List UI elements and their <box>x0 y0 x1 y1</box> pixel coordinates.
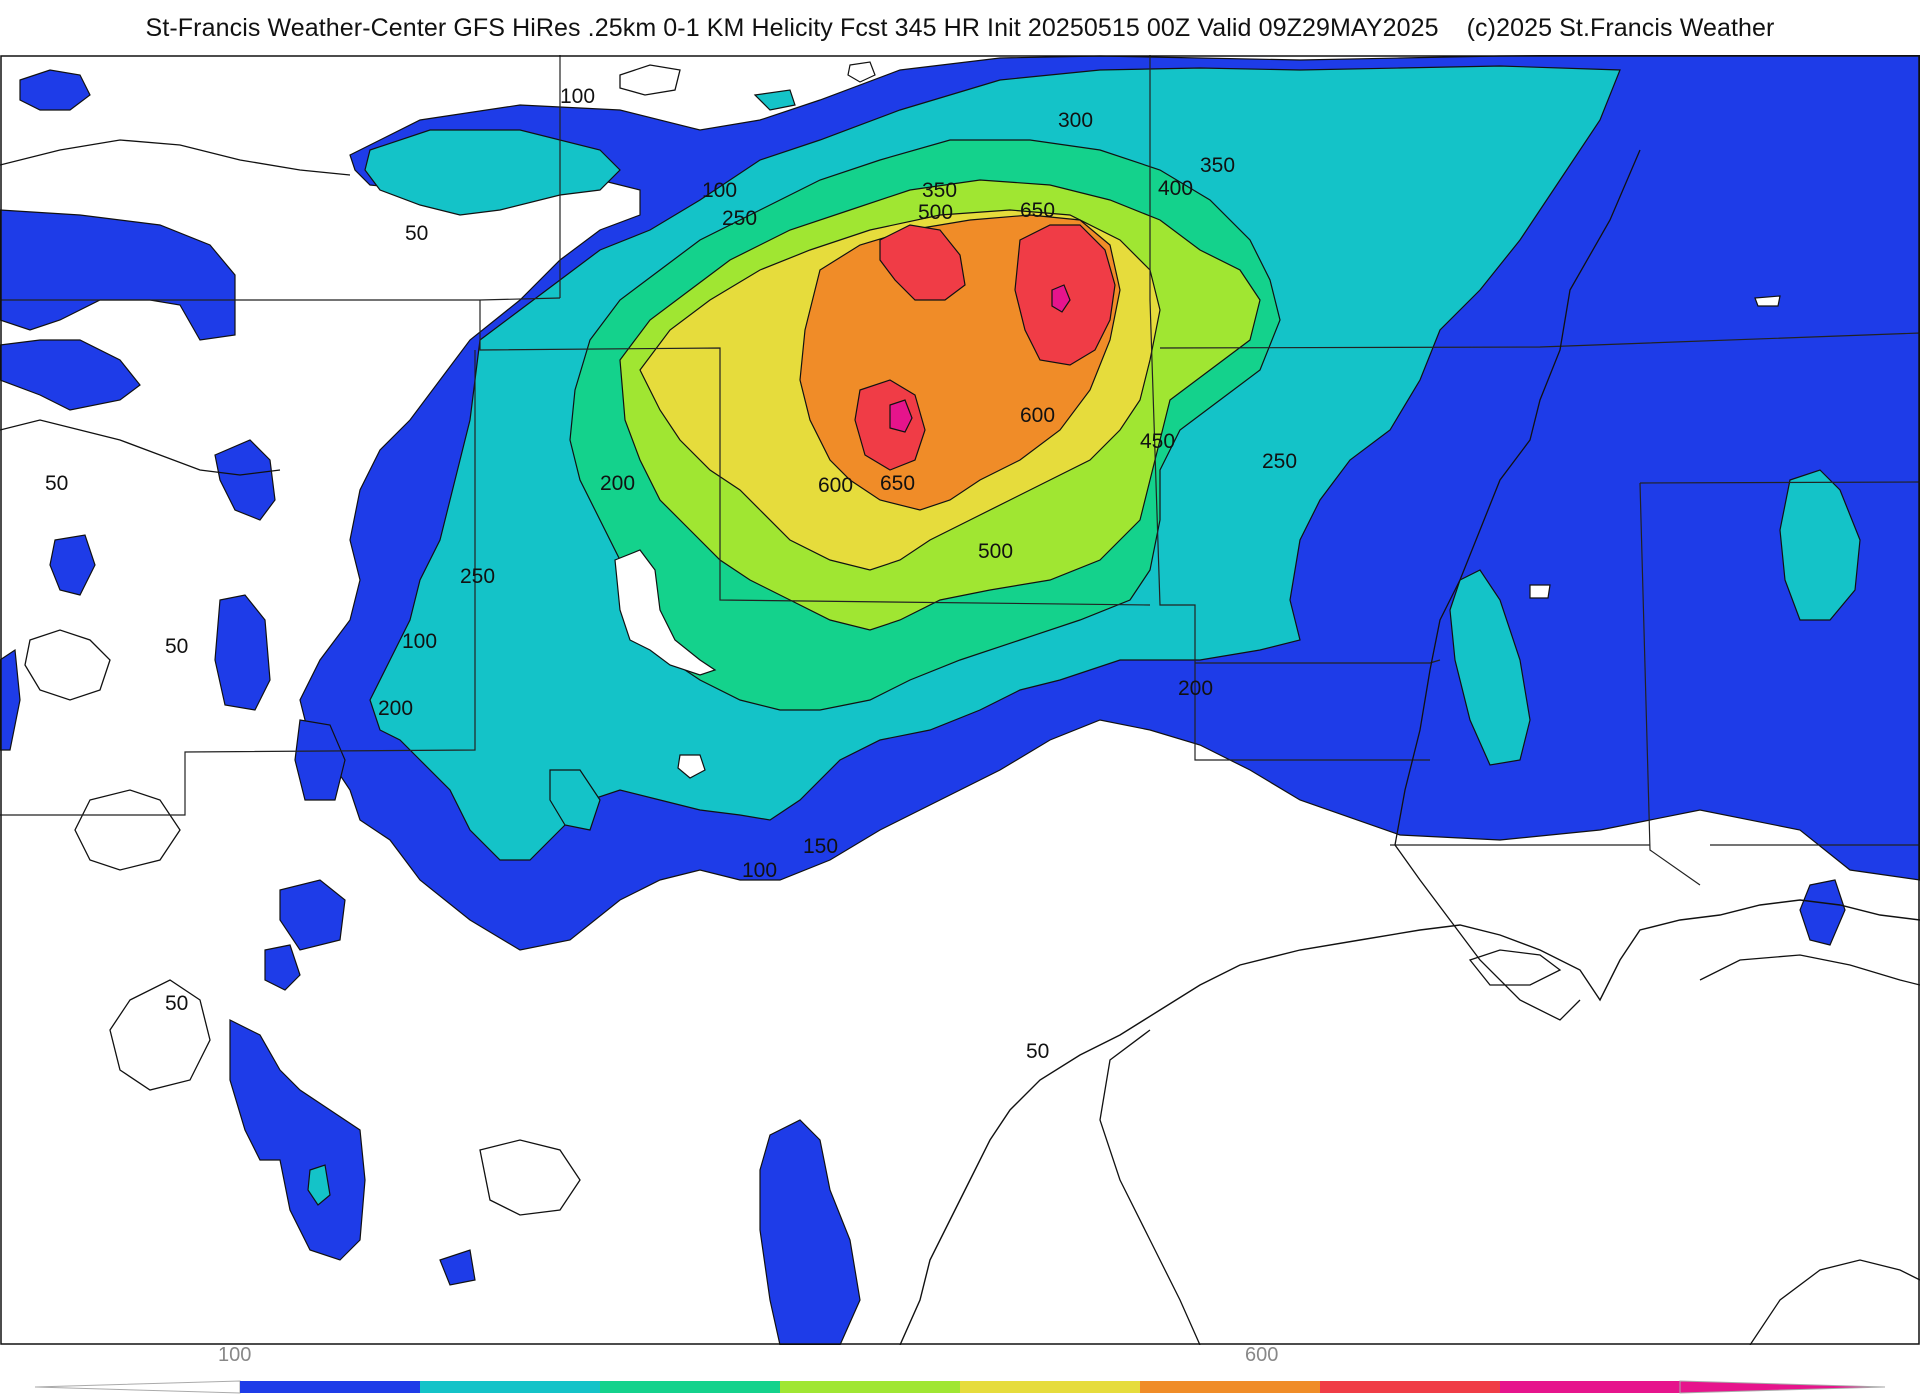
contour-label: 50 <box>165 992 188 1015</box>
colorbar-low-arrow <box>35 1381 240 1393</box>
contour-label: 250 <box>722 207 757 230</box>
colorbar-segment <box>1320 1381 1501 1393</box>
contour-label: 650 <box>880 472 915 495</box>
contour-label: 50 <box>1026 1040 1049 1063</box>
contour-label: 50 <box>45 472 68 495</box>
colorbar-segment <box>1500 1381 1681 1393</box>
contour-label: 200 <box>378 697 413 720</box>
contour-label: 100 <box>560 85 595 108</box>
contour-label: 100 <box>402 630 437 653</box>
colorbar-segment <box>240 1381 421 1393</box>
colorbar-segment <box>1140 1381 1321 1393</box>
contour-label: 600 <box>818 474 853 497</box>
contour-label: 650 <box>1020 199 1055 222</box>
contour-label: 100 <box>742 859 777 882</box>
helicity-map: 100 50 100 250 300 350 350 500 650 400 5… <box>0 55 1920 1345</box>
colorbar-segment <box>960 1381 1141 1393</box>
colorbar-high-arrow <box>1680 1381 1885 1393</box>
contour-label: 150 <box>803 835 838 858</box>
contour-label: 350 <box>1200 154 1235 177</box>
colorbar <box>0 1345 1920 1400</box>
contour-label: 500 <box>918 201 953 224</box>
colorbar-segment <box>600 1381 781 1393</box>
colorbar-segment <box>780 1381 961 1393</box>
contour-label: 250 <box>460 565 495 588</box>
contour-label: 500 <box>978 540 1013 563</box>
contour-label: 200 <box>1178 677 1213 700</box>
copyright-text: (c)2025 St.Francis Weather <box>1467 14 1775 42</box>
contour-label: 450 <box>1140 430 1175 453</box>
map-title: St-Francis Weather-Center GFS HiRes .25k… <box>0 14 1920 43</box>
contour-label: 400 <box>1158 177 1193 200</box>
colorbar-segment <box>420 1381 601 1393</box>
contour-label: 50 <box>165 635 188 658</box>
contour-label: 600 <box>1020 404 1055 427</box>
contour-label: 300 <box>1058 109 1093 132</box>
contour-label: 50 <box>405 222 428 245</box>
contour-label: 250 <box>1262 450 1297 473</box>
contour-label: 350 <box>922 179 957 202</box>
title-text: St-Francis Weather-Center GFS HiRes .25k… <box>146 14 1439 42</box>
contour-label: 200 <box>600 472 635 495</box>
contour-label: 100 <box>702 179 737 202</box>
